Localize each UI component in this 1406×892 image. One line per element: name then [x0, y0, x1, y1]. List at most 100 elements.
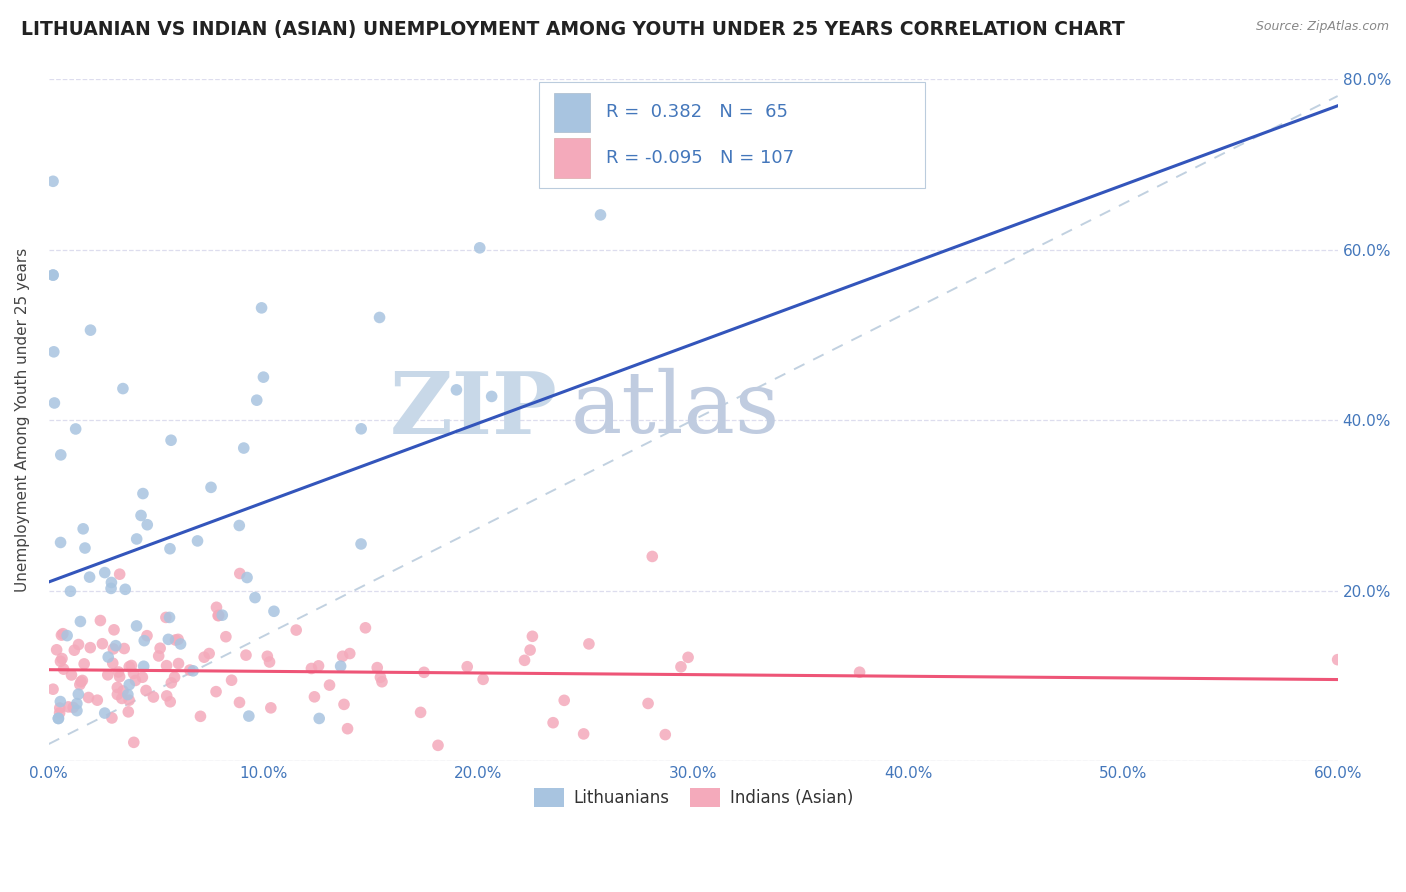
Point — [120, 658, 142, 673]
Point — [167, 657, 190, 671]
Point — [131, 670, 153, 684]
Point — [93, 706, 115, 720]
Point — [112, 684, 135, 698]
Point — [308, 711, 330, 725]
Point — [160, 434, 183, 448]
Point — [49, 448, 72, 462]
Point — [58, 699, 80, 714]
Point — [48, 706, 70, 720]
Point — [77, 690, 100, 705]
Point — [124, 673, 146, 688]
Point — [108, 670, 131, 684]
Point — [468, 241, 491, 255]
Point — [118, 678, 141, 692]
Point — [101, 711, 124, 725]
Point — [67, 638, 90, 652]
Bar — [554, 138, 591, 178]
Point — [136, 517, 159, 532]
Point — [59, 584, 82, 599]
Point — [63, 643, 86, 657]
Point — [572, 727, 595, 741]
Point — [65, 422, 87, 436]
Point — [79, 570, 101, 584]
Point — [136, 629, 159, 643]
Point — [125, 532, 148, 546]
Text: R =  0.382   N =  65: R = 0.382 N = 65 — [606, 103, 787, 121]
Point — [91, 637, 114, 651]
Point — [122, 666, 145, 681]
Point — [73, 657, 96, 671]
Point — [519, 643, 541, 657]
Point — [66, 704, 89, 718]
Point — [66, 697, 89, 711]
Point — [111, 382, 134, 396]
Point — [205, 684, 228, 698]
Point — [299, 661, 322, 675]
Point — [198, 647, 221, 661]
Point — [205, 600, 228, 615]
Point — [522, 629, 544, 643]
Point — [236, 570, 259, 584]
Point — [105, 688, 128, 702]
Point — [42, 268, 65, 282]
Point — [402, 768, 425, 782]
Point — [354, 621, 377, 635]
Point — [259, 655, 281, 669]
Point — [155, 610, 177, 624]
Point — [285, 623, 308, 637]
Point — [118, 693, 141, 707]
Point — [72, 522, 94, 536]
Bar — [554, 93, 591, 132]
Point — [42, 268, 65, 282]
Point — [167, 632, 190, 647]
Point — [186, 533, 208, 548]
Point — [193, 650, 215, 665]
Point — [250, 301, 273, 315]
Text: R = -0.095   N = 107: R = -0.095 N = 107 — [606, 149, 793, 167]
Point — [256, 649, 278, 664]
Point — [159, 610, 181, 624]
Point — [51, 651, 73, 665]
Point — [169, 637, 191, 651]
Point — [413, 665, 436, 680]
Point — [456, 659, 478, 673]
Point — [132, 659, 155, 673]
Point — [52, 626, 75, 640]
Point — [72, 673, 94, 688]
Point — [211, 608, 233, 623]
Point — [48, 711, 70, 725]
Point — [104, 639, 127, 653]
Text: LITHUANIAN VS INDIAN (ASIAN) UNEMPLOYMENT AMONG YOUTH UNDER 25 YEARS CORRELATION: LITHUANIAN VS INDIAN (ASIAN) UNEMPLOYMEN… — [21, 20, 1125, 38]
Point — [207, 608, 229, 623]
Point — [157, 632, 180, 647]
Bar — [538, 82, 925, 188]
Point — [232, 441, 254, 455]
Y-axis label: Unemployment Among Youth under 25 years: Unemployment Among Youth under 25 years — [15, 248, 30, 592]
Text: Source: ZipAtlas.com: Source: ZipAtlas.com — [1256, 20, 1389, 33]
Point — [208, 608, 231, 623]
Point — [350, 422, 373, 436]
Point — [318, 678, 340, 692]
Point — [366, 660, 388, 674]
Point — [252, 370, 274, 384]
Point — [70, 674, 93, 689]
Point — [159, 695, 181, 709]
Point — [125, 619, 148, 633]
Point — [52, 662, 75, 676]
Point — [179, 663, 201, 677]
Point — [107, 665, 129, 679]
Point — [329, 659, 352, 673]
Point — [67, 687, 90, 701]
Point — [101, 657, 124, 671]
Point — [350, 537, 373, 551]
Point — [142, 690, 165, 704]
Point — [149, 641, 172, 656]
Point — [181, 664, 204, 678]
Point — [159, 541, 181, 556]
Point — [148, 648, 170, 663]
Point — [165, 632, 187, 647]
Point — [105, 681, 128, 695]
Point — [60, 668, 83, 682]
Point — [51, 628, 73, 642]
Point — [49, 701, 72, 715]
